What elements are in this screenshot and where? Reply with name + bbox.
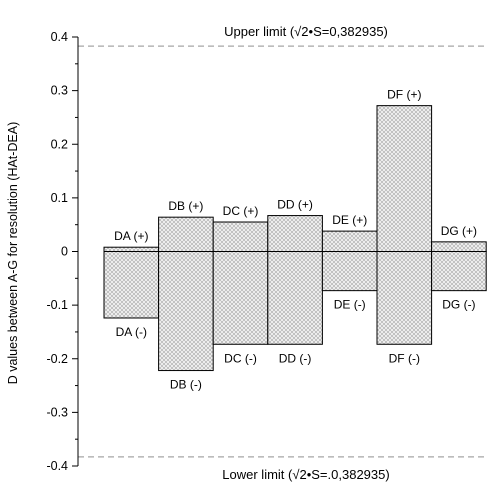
y-tick-label: -0.2 [46,352,68,366]
bar-positive [158,216,214,252]
bar-label-negative: DE (-) [334,298,366,312]
bar-positive [212,221,269,253]
bar-negative [267,251,323,345]
bar-label-negative: DC (-) [224,351,257,365]
y-tick-label: -0.3 [46,405,68,419]
bar-negative [376,251,433,345]
y-tick-label: 0.4 [51,30,68,44]
bar-positive [103,246,160,253]
bar-label-positive: DB (+) [168,199,203,213]
bar-label-negative: DB (-) [170,378,202,392]
bar-label-positive: DE (+) [332,213,367,227]
limit-label: Lower limit (√2•S=.0,382935) [222,467,389,482]
bar-negative [212,251,269,345]
bar-negative [321,251,378,292]
bar-positive [431,241,487,253]
bar-label-positive: DG (+) [441,224,477,238]
bar-label-negative: DF (-) [389,351,420,365]
limit-label: Upper limit (√2•S=0,382935) [224,24,388,39]
bar-negative [103,251,160,319]
y-axis-title: D values between A-G for resolution (HAt… [6,122,20,385]
bar-label-negative: DD (-) [279,351,312,365]
y-tick-label: 0.2 [51,137,68,151]
bar-label-negative: DA (-) [116,325,147,339]
y-tick-label: -0.1 [46,298,68,312]
bar-label-positive: DA (+) [114,229,148,243]
bar-positive [321,230,378,252]
y-tick-label: 0 [61,245,68,259]
bar-label-positive: DF (+) [387,88,421,102]
bar-positive [376,105,433,252]
bar-label-positive: DC (+) [223,204,259,218]
bar-label-negative: DG (-) [442,298,475,312]
bar-label-positive: DD (+) [277,198,313,212]
bar-negative [158,251,214,372]
y-tick-label: 0.1 [51,191,68,205]
bar-positive [267,215,323,252]
y-tick-label: 0.3 [51,84,68,98]
bar-negative [431,251,487,292]
y-tick-label: -0.4 [46,459,68,473]
